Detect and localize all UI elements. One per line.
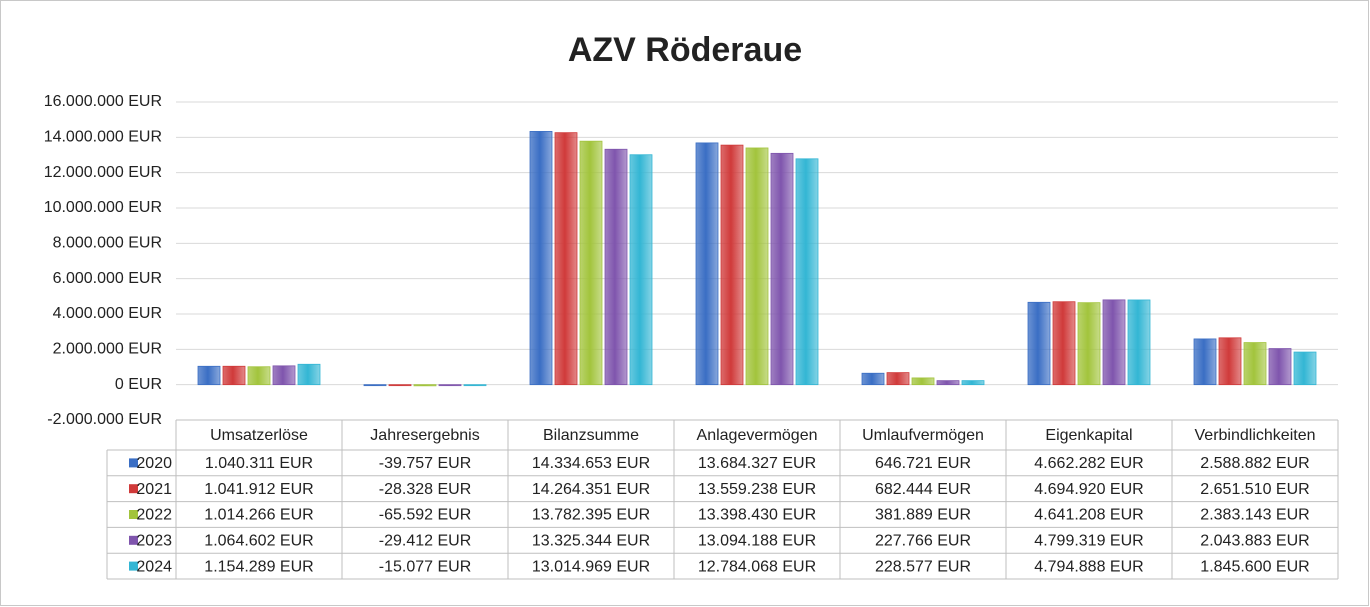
table-cell: 4.799.319 EUR [1034,533,1143,550]
table-cell: 1.041.912 EUR [204,481,313,498]
legend-label: 2022 [136,507,172,524]
bar [961,380,985,386]
y-tick-label: 0 EUR [115,376,162,393]
y-tick-label: 12.000.000 EUR [44,164,162,181]
bar [272,365,296,386]
bar [1243,342,1267,386]
y-tick-label: -2.000.000 EUR [47,411,162,428]
table-cell: 13.325.344 EUR [532,533,650,550]
bar [579,140,603,386]
bar [463,384,487,387]
x-tick-label: Eigenkapital [1045,427,1132,444]
legend-swatch [129,458,138,468]
bar [388,384,412,387]
y-tick-label: 10.000.000 EUR [44,199,162,216]
legend-label: 2020 [136,455,172,472]
table-cell: 2.588.882 EUR [1200,455,1309,472]
table-cell: 646.721 EUR [875,455,971,472]
y-tick-label: 6.000.000 EUR [53,270,162,287]
legend-label: 2024 [136,558,172,575]
bar [936,380,960,386]
legend-swatch [129,535,138,545]
bar [222,365,246,386]
bar [438,384,462,387]
table-cell: 2.043.883 EUR [1200,533,1309,550]
legend-swatch [129,510,138,519]
y-tick-label: 8.000.000 EUR [53,235,162,252]
table-cell: 1.064.602 EUR [204,533,313,550]
table-cell: -28.328 EUR [379,481,472,498]
bar [1102,299,1126,386]
x-tick-label: Anlagevermögen [697,427,818,444]
bar [247,366,271,386]
legend-swatch [129,484,138,494]
y-tick-label: 2.000.000 EUR [53,341,162,358]
table-cell: 1.845.600 EUR [1200,558,1309,575]
bar [1077,302,1101,386]
table-cell: -39.757 EUR [379,455,472,472]
bar [720,144,744,386]
table-cell: 14.334.653 EUR [532,455,650,472]
table-cell: 682.444 EUR [875,481,971,498]
table-cell: 13.559.238 EUR [698,481,816,498]
x-tick-label: Bilanzsumme [543,427,639,444]
table-cell: -29.412 EUR [379,533,472,550]
table-cell: 13.782.395 EUR [532,507,650,524]
bar [529,131,553,386]
table-cell: 1.014.266 EUR [204,507,313,524]
bar [604,148,628,386]
bar [745,147,769,386]
bar [1218,337,1242,386]
bar [629,154,653,386]
table-cell: 381.889 EUR [875,507,971,524]
chart-title: AZV Röderaue [568,31,802,69]
y-tick-label: 14.000.000 EUR [44,129,162,146]
legend-label: 2023 [136,533,172,550]
bar [197,365,221,386]
bar [1293,351,1317,386]
x-tick-label: Verbindlichkeiten [1195,427,1316,444]
y-tick-label: 16.000.000 EUR [44,93,162,110]
table-cell: 227.766 EUR [875,533,971,550]
bar [911,377,935,386]
table-cell: 13.398.430 EUR [698,507,816,524]
bar [695,142,719,386]
legend-swatch [129,561,138,571]
table-cell: 13.014.969 EUR [532,558,650,575]
table-cell: 14.264.351 EUR [532,481,650,498]
bar [413,384,437,387]
bar [297,363,321,386]
bar [1052,301,1076,386]
bar [1268,348,1292,386]
table-cell: -65.592 EUR [379,507,472,524]
x-tick-label: Umlaufvermögen [862,427,984,444]
table-cell: 2.651.510 EUR [1200,481,1309,498]
table-cell: 1.040.311 EUR [205,455,313,472]
table-cell: 4.794.888 EUR [1034,558,1143,575]
bar [1127,299,1151,386]
x-tick-label: Umsatzerlöse [210,427,308,444]
table-cell: 13.094.188 EUR [698,533,816,550]
table-cell: 1.154.289 EUR [204,558,313,575]
bar [795,158,819,386]
bar [1027,301,1051,386]
table-cell: 4.641.208 EUR [1034,507,1143,524]
x-tick-label: Jahresergebnis [370,427,479,444]
legend-label: 2021 [136,481,172,498]
bar [363,384,387,387]
table-cell: 4.662.282 EUR [1034,455,1143,472]
bar [886,372,910,386]
table-cell: 12.784.068 EUR [698,558,816,575]
table-cell: 13.684.327 EUR [698,455,816,472]
table-cell: -15.077 EUR [379,558,472,575]
bar [861,372,885,386]
table-cell: 4.694.920 EUR [1034,481,1143,498]
bar [770,152,794,386]
bar [1193,338,1217,386]
y-tick-label: 4.000.000 EUR [53,305,162,322]
table-cell: 228.577 EUR [875,558,971,575]
table-cell: 2.383.143 EUR [1200,507,1309,524]
bar [554,132,578,386]
